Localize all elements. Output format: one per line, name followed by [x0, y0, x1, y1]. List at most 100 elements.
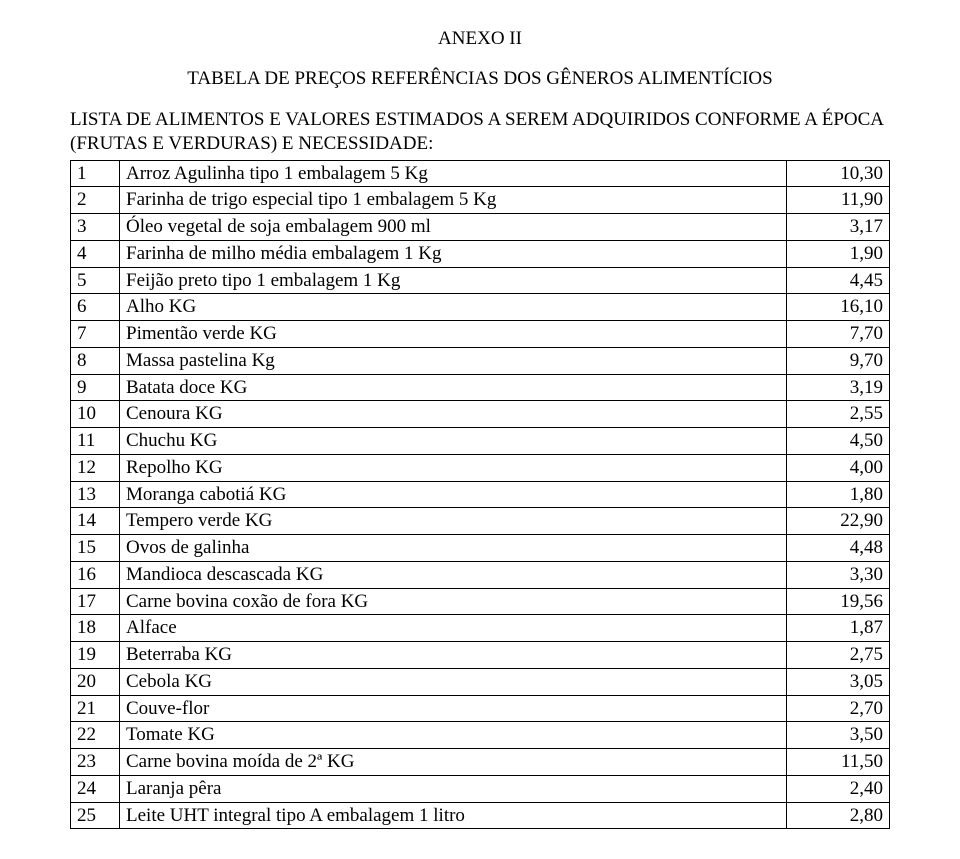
- row-description: Ovos de galinha: [120, 535, 787, 562]
- table-row: 5Feijão preto tipo 1 embalagem 1 Kg4,45: [71, 267, 890, 294]
- row-description: Carne bovina coxão de fora KG: [120, 588, 787, 615]
- table-row: 14Tempero verde KG22,90: [71, 508, 890, 535]
- row-price: 19,56: [787, 588, 890, 615]
- table-row: 11Chuchu KG4,50: [71, 428, 890, 455]
- table-row: 6Alho KG16,10: [71, 294, 890, 321]
- row-description: Chuchu KG: [120, 428, 787, 455]
- row-price: 1,80: [787, 481, 890, 508]
- row-price: 1,87: [787, 615, 890, 642]
- row-description: Tempero verde KG: [120, 508, 787, 535]
- table-row: 13Moranga cabotiá KG1,80: [71, 481, 890, 508]
- table-row: 24Laranja pêra2,40: [71, 775, 890, 802]
- row-price: 3,50: [787, 722, 890, 749]
- row-price: 2,40: [787, 775, 890, 802]
- table-row: 12Repolho KG4,00: [71, 454, 890, 481]
- row-number: 13: [71, 481, 120, 508]
- row-description: Batata doce KG: [120, 374, 787, 401]
- intro-text: LISTA DE ALIMENTOS E VALORES ESTIMADOS A…: [70, 108, 890, 156]
- table-row: 25Leite UHT integral tipo A embalagem 1 …: [71, 802, 890, 829]
- row-number: 8: [71, 347, 120, 374]
- row-description: Massa pastelina Kg: [120, 347, 787, 374]
- row-price: 3,17: [787, 214, 890, 241]
- table-row: 20Cebola KG3,05: [71, 668, 890, 695]
- row-description: Farinha de trigo especial tipo 1 embalag…: [120, 187, 787, 214]
- row-number: 17: [71, 588, 120, 615]
- row-description: Leite UHT integral tipo A embalagem 1 li…: [120, 802, 787, 829]
- row-price: 16,10: [787, 294, 890, 321]
- table-row: 23Carne bovina moída de 2ª KG11,50: [71, 749, 890, 776]
- row-description: Mandioca descascada KG: [120, 561, 787, 588]
- row-description: Beterraba KG: [120, 642, 787, 669]
- row-number: 3: [71, 214, 120, 241]
- row-number: 24: [71, 775, 120, 802]
- row-number: 7: [71, 321, 120, 348]
- row-price: 2,55: [787, 401, 890, 428]
- row-number: 1: [71, 160, 120, 187]
- row-number: 10: [71, 401, 120, 428]
- row-number: 22: [71, 722, 120, 749]
- table-row: 22Tomate KG3,50: [71, 722, 890, 749]
- row-description: Laranja pêra: [120, 775, 787, 802]
- table-row: 1Arroz Agulinha tipo 1 embalagem 5 Kg10,…: [71, 160, 890, 187]
- row-number: 11: [71, 428, 120, 455]
- price-table: 1Arroz Agulinha tipo 1 embalagem 5 Kg10,…: [70, 160, 890, 830]
- row-number: 21: [71, 695, 120, 722]
- table-row: 7Pimentão verde KG7,70: [71, 321, 890, 348]
- page: ANEXO II TABELA DE PREÇOS REFERÊNCIAS DO…: [0, 0, 960, 859]
- row-number: 2: [71, 187, 120, 214]
- row-number: 16: [71, 561, 120, 588]
- document-title: TABELA DE PREÇOS REFERÊNCIAS DOS GÊNEROS…: [70, 68, 890, 90]
- row-description: Couve-flor: [120, 695, 787, 722]
- table-row: 8Massa pastelina Kg9,70: [71, 347, 890, 374]
- row-number: 12: [71, 454, 120, 481]
- row-price: 22,90: [787, 508, 890, 535]
- row-number: 18: [71, 615, 120, 642]
- row-price: 11,50: [787, 749, 890, 776]
- row-description: Óleo vegetal de soja embalagem 900 ml: [120, 214, 787, 241]
- row-number: 6: [71, 294, 120, 321]
- row-number: 19: [71, 642, 120, 669]
- table-row: 2Farinha de trigo especial tipo 1 embala…: [71, 187, 890, 214]
- row-price: 2,75: [787, 642, 890, 669]
- row-description: Cenoura KG: [120, 401, 787, 428]
- table-row: 16Mandioca descascada KG3,30: [71, 561, 890, 588]
- row-number: 25: [71, 802, 120, 829]
- row-number: 5: [71, 267, 120, 294]
- row-number: 9: [71, 374, 120, 401]
- row-price: 4,45: [787, 267, 890, 294]
- row-number: 15: [71, 535, 120, 562]
- row-price: 3,30: [787, 561, 890, 588]
- row-price: 11,90: [787, 187, 890, 214]
- table-row: 9Batata doce KG3,19: [71, 374, 890, 401]
- table-row: 15Ovos de galinha4,48: [71, 535, 890, 562]
- row-number: 4: [71, 240, 120, 267]
- row-description: Farinha de milho média embalagem 1 Kg: [120, 240, 787, 267]
- row-price: 3,05: [787, 668, 890, 695]
- row-price: 1,90: [787, 240, 890, 267]
- row-price: 4,00: [787, 454, 890, 481]
- table-row: 3Óleo vegetal de soja embalagem 900 ml3,…: [71, 214, 890, 241]
- row-description: Cebola KG: [120, 668, 787, 695]
- row-price: 7,70: [787, 321, 890, 348]
- table-row: 17Carne bovina coxão de fora KG19,56: [71, 588, 890, 615]
- row-description: Repolho KG: [120, 454, 787, 481]
- annex-title: ANEXO II: [70, 28, 890, 50]
- row-price: 3,19: [787, 374, 890, 401]
- row-description: Alho KG: [120, 294, 787, 321]
- row-price: 2,80: [787, 802, 890, 829]
- row-price: 4,48: [787, 535, 890, 562]
- row-description: Moranga cabotiá KG: [120, 481, 787, 508]
- row-price: 9,70: [787, 347, 890, 374]
- table-row: 4Farinha de milho média embalagem 1 Kg1,…: [71, 240, 890, 267]
- row-description: Alface: [120, 615, 787, 642]
- row-number: 23: [71, 749, 120, 776]
- row-description: Feijão preto tipo 1 embalagem 1 Kg: [120, 267, 787, 294]
- row-price: 4,50: [787, 428, 890, 455]
- row-number: 14: [71, 508, 120, 535]
- row-price: 10,30: [787, 160, 890, 187]
- row-description: Tomate KG: [120, 722, 787, 749]
- row-description: Pimentão verde KG: [120, 321, 787, 348]
- row-price: 2,70: [787, 695, 890, 722]
- row-description: Carne bovina moída de 2ª KG: [120, 749, 787, 776]
- table-row: 19Beterraba KG2,75: [71, 642, 890, 669]
